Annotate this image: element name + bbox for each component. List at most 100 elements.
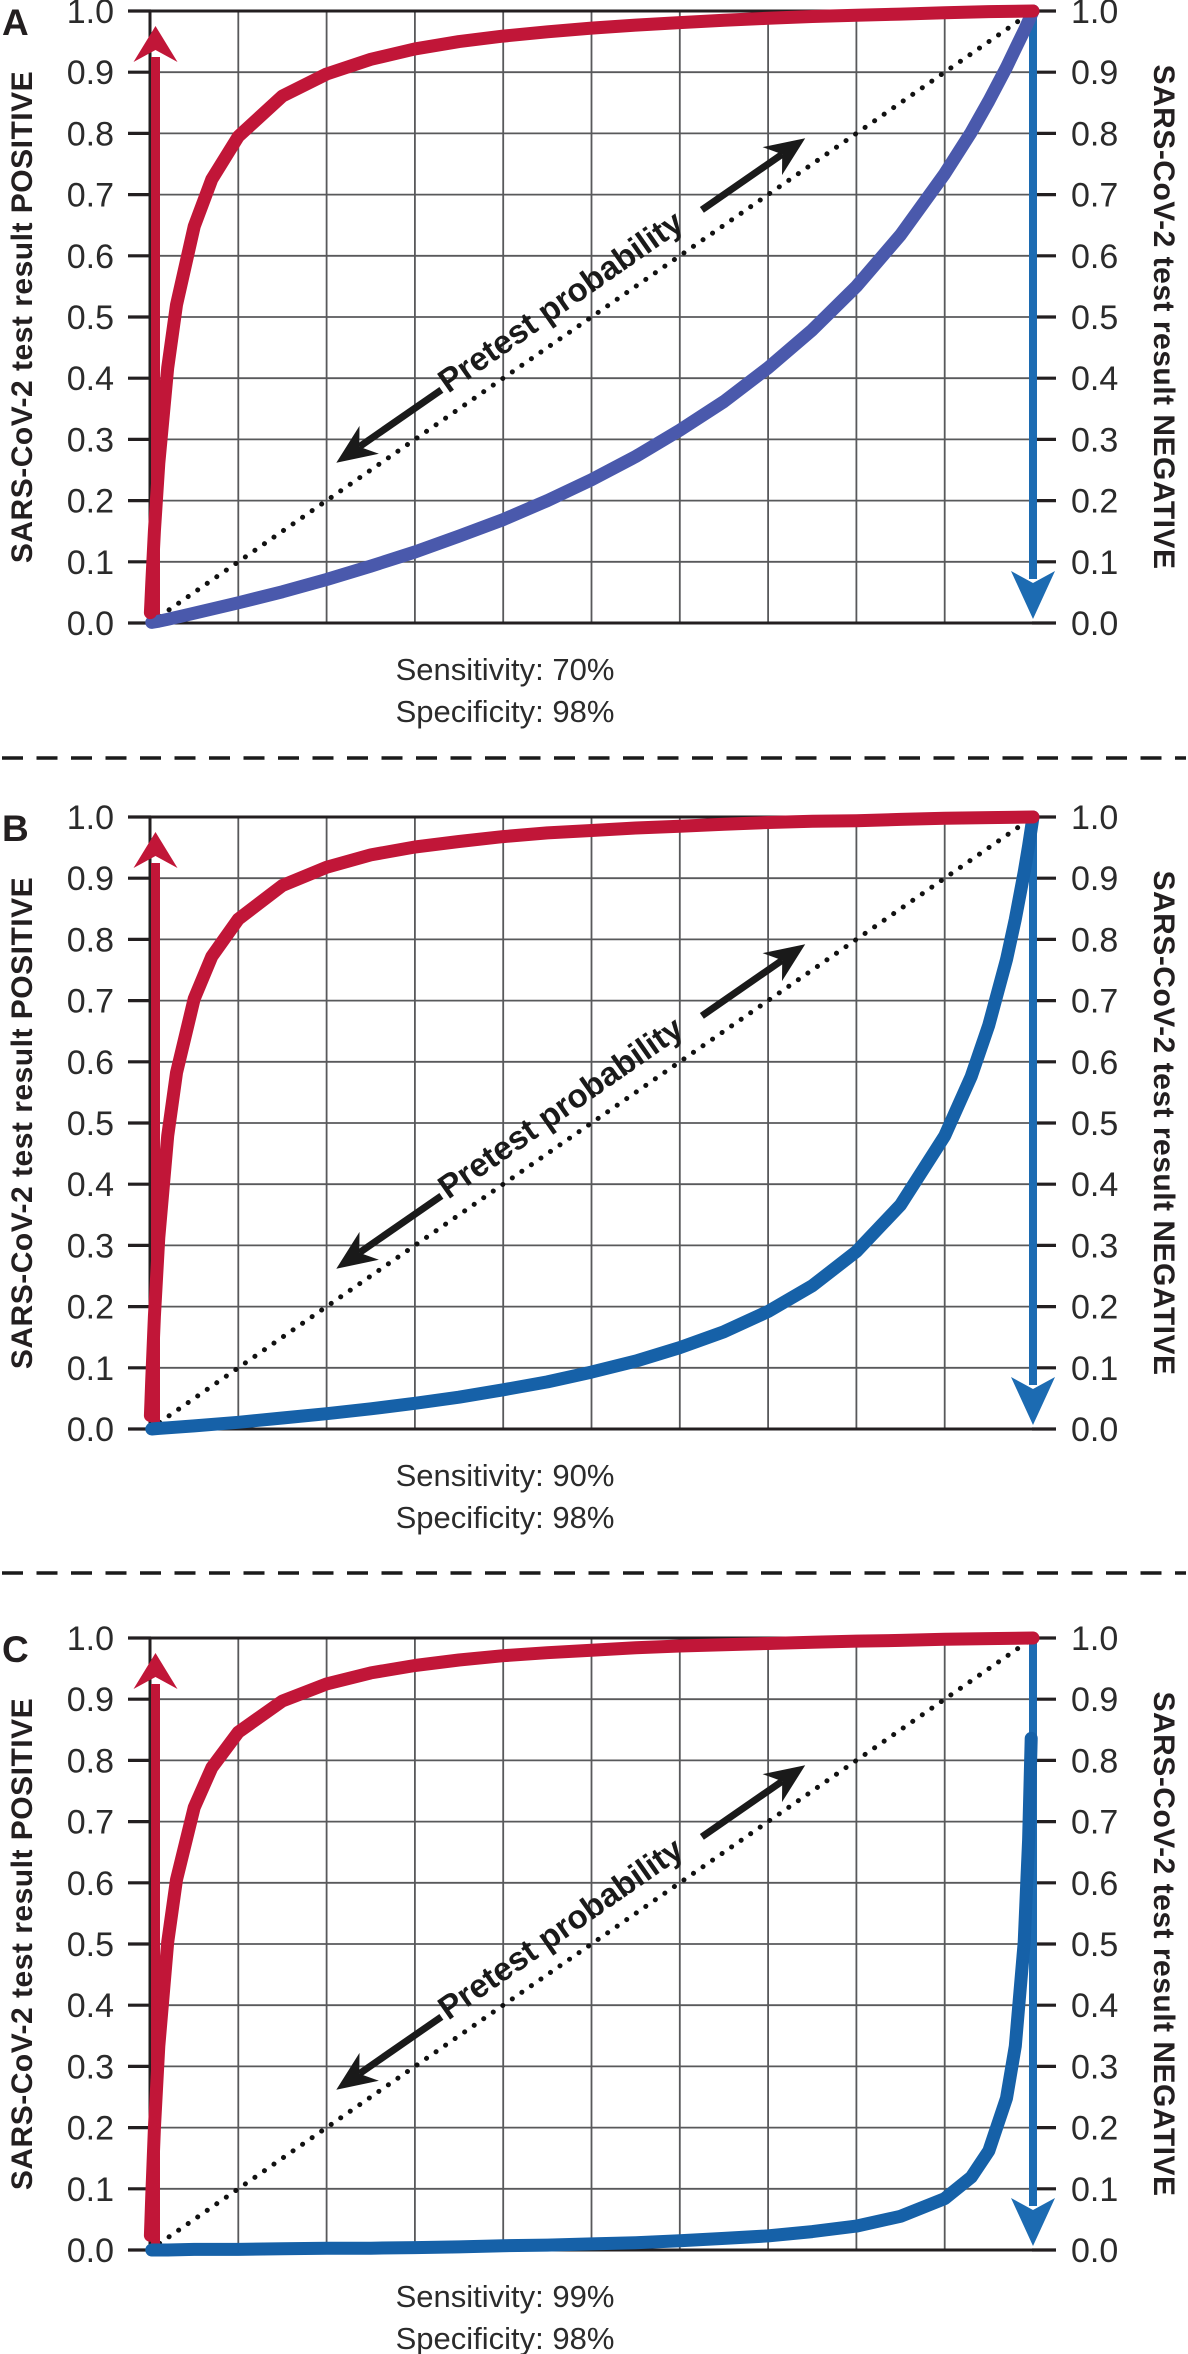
left-axis-up-arrow-head: [133, 26, 178, 62]
right-tick-label: 0.0: [1071, 605, 1118, 643]
annotation-arrow-lower-shaft: [357, 2013, 444, 2077]
left-tick-label: 0.7: [67, 177, 114, 215]
right-tick-label: 0.4: [1071, 1987, 1118, 2025]
left-tick-label: 0.8: [67, 1742, 114, 1780]
right-tick-label: 0.7: [1071, 983, 1118, 1021]
caption-sensitivity: Sensitivity: 90%: [396, 1458, 615, 1493]
right-tick-label: 0.5: [1071, 1926, 1118, 1964]
left-axis-up-arrow-head: [133, 1653, 178, 1689]
annotation-arrow-upper-head: [762, 138, 806, 176]
panel-A: 0.0 0.0 0.1 0.1 0.2 0.2 0.3 0.3 0.4 0.4 0.5 0.5 0.6 0…: [2, 0, 1180, 729]
annotation-arrow-lower-head: [336, 2052, 379, 2090]
right-tick-label: 0.9: [1071, 1681, 1118, 1719]
right-tick-label: 0.7: [1071, 1804, 1118, 1842]
right-tick-label: 0.5: [1071, 1105, 1118, 1143]
right-tick-label: 0.8: [1071, 1742, 1118, 1780]
left-axis-title: SARS-CoV-2 test result POSITIVE: [6, 1698, 39, 2190]
left-tick-label: 0.3: [67, 421, 114, 459]
annotation-arrow-lower-head: [336, 425, 379, 463]
left-tick-label: 0.0: [67, 605, 114, 643]
right-tick-label: 0.8: [1071, 921, 1118, 959]
left-axis-up-arrow-head: [133, 832, 178, 868]
right-axis-title: SARS-CoV-2 test result NEGATIVE: [1147, 1691, 1180, 2196]
pretest-probability-dotted-line: [147, 8, 1036, 626]
left-tick-label: 0.9: [67, 1681, 114, 1719]
left-tick-label: 0.3: [67, 2048, 114, 2086]
left-tick-label: 0.6: [67, 1865, 114, 1903]
left-tick-label: 0.1: [67, 1350, 114, 1388]
negative-test-curve: [145, 1731, 1038, 2257]
grid: [150, 817, 1033, 1429]
right-tick-label: 0.4: [1071, 1166, 1118, 1204]
right-tick-label: 0.7: [1071, 177, 1118, 215]
panel-letter: A: [2, 2, 29, 43]
right-tick-label: 0.3: [1071, 421, 1118, 459]
right-axis-title: SARS-CoV-2 test result NEGATIVE: [1147, 64, 1180, 569]
right-tick-label: 0.3: [1071, 2048, 1118, 2086]
right-tick-label: 0.1: [1071, 544, 1118, 582]
right-tick-label: 0.2: [1071, 1289, 1118, 1327]
left-tick-label: 0.2: [67, 2110, 114, 2148]
grid: [150, 11, 1033, 623]
right-tick-label: 0.0: [1071, 1411, 1118, 1449]
left-tick-label: 0.4: [67, 360, 114, 398]
right-tick-label: 0.0: [1071, 2232, 1118, 2270]
left-tick-label: 0.7: [67, 1804, 114, 1842]
panel-letter: B: [2, 808, 29, 849]
right-tick-label: 0.6: [1071, 1044, 1118, 1082]
left-tick-label: 0.9: [67, 54, 114, 92]
right-tick-label: 0.5: [1071, 299, 1118, 337]
left-tick-label: 0.8: [67, 115, 114, 153]
pretest-probability-dotted-line: [147, 814, 1036, 1432]
right-axis-down-arrow-head: [1011, 2198, 1055, 2246]
pretest-probability-label: Pretest probability: [431, 203, 690, 400]
annotation-arrow-upper-head: [762, 944, 806, 982]
right-tick-label: 1.0: [1071, 0, 1118, 31]
left-tick-label: 0.6: [67, 1044, 114, 1082]
left-tick-label: 0.6: [67, 238, 114, 276]
left-tick-label: 0.9: [67, 860, 114, 898]
left-tick-label: 0.5: [67, 299, 114, 337]
left-tick-label: 0.4: [67, 1987, 114, 2025]
pretest-probability-label: Pretest probability: [431, 1830, 690, 2027]
negative-test-curve: [145, 4, 1040, 629]
right-tick-label: 1.0: [1071, 799, 1118, 837]
left-tick-label: 1.0: [67, 1620, 114, 1658]
left-tick-label: 0.8: [67, 921, 114, 959]
left-tick-label: 0.7: [67, 983, 114, 1021]
right-axis-down-arrow-head: [1011, 1377, 1055, 1425]
left-tick-label: 1.0: [67, 799, 114, 837]
right-tick-label: 0.6: [1071, 1865, 1118, 1903]
left-tick-label: 0.5: [67, 1926, 114, 1964]
caption-specificity: Specificity: 98%: [396, 694, 615, 729]
panel-B: 0.0 0.0 0.1 0.1 0.2 0.2 0.3 0.3 0.4 0.4 0.5 0.5 0.6 0…: [2, 799, 1180, 1535]
left-axis-title: SARS-CoV-2 test result POSITIVE: [6, 71, 39, 563]
annotation-arrow-upper-shaft: [699, 957, 785, 1019]
right-tick-label: 0.1: [1071, 1350, 1118, 1388]
caption-specificity: Specificity: 98%: [396, 2321, 615, 2354]
right-tick-label: 0.2: [1071, 2110, 1118, 2148]
left-tick-label: 0.2: [67, 483, 114, 521]
panel-letter: C: [2, 1629, 29, 1670]
caption-specificity: Specificity: 98%: [396, 1500, 615, 1535]
right-axis-down-arrow-head: [1011, 571, 1055, 619]
panel-C: 0.0 0.0 0.1 0.1 0.2 0.2 0.3 0.3 0.4 0.4 0.5 0.5 0.6 0…: [2, 1620, 1180, 2354]
right-axis-title: SARS-CoV-2 test result NEGATIVE: [1147, 870, 1180, 1375]
left-tick-label: 0.4: [67, 1166, 114, 1204]
left-tick-label: 0.1: [67, 544, 114, 582]
left-tick-label: 0.2: [67, 1289, 114, 1327]
annotation-arrow-lower-head: [336, 1231, 379, 1269]
positive-test-curve: [143, 4, 1040, 620]
pretest-probability-label: Pretest probability: [431, 1009, 690, 1206]
right-tick-label: 1.0: [1071, 1620, 1118, 1658]
right-tick-label: 0.4: [1071, 360, 1118, 398]
right-tick-label: 0.3: [1071, 1227, 1118, 1265]
right-tick-label: 0.9: [1071, 54, 1118, 92]
negative-test-curve: [145, 810, 1040, 1436]
pretest-probability-dotted-line: [147, 1635, 1036, 2253]
positive-test-curve: [143, 1631, 1040, 2242]
left-tick-label: 1.0: [67, 0, 114, 31]
right-tick-label: 0.9: [1071, 860, 1118, 898]
